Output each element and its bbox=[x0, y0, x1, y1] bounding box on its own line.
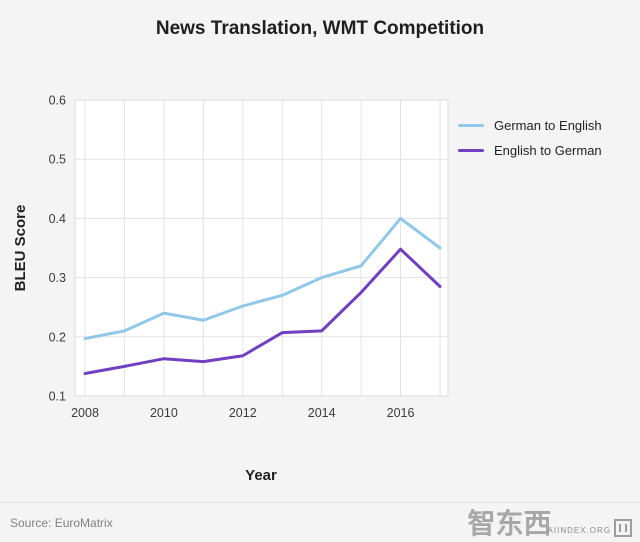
plot-border bbox=[74, 99, 449, 397]
legend-swatch-purple bbox=[458, 149, 484, 152]
watermark-site-text: AIINDEX.ORG bbox=[547, 526, 611, 535]
x-tick-label: 2010 bbox=[150, 406, 178, 420]
legend: German to English English to German bbox=[458, 118, 602, 168]
y-tick-label: 0.2 bbox=[49, 330, 66, 344]
y-tick-label: 0.5 bbox=[49, 153, 66, 167]
series-line-english-to-german bbox=[83, 247, 442, 376]
x-tick-label: 2016 bbox=[387, 406, 415, 420]
y-tick-label: 0.6 bbox=[49, 94, 66, 108]
footer-divider bbox=[0, 502, 640, 503]
watermark-logo-icon bbox=[614, 519, 632, 537]
x-tick-label: 2014 bbox=[308, 406, 336, 420]
page-title: News Translation, WMT Competition bbox=[155, 18, 485, 39]
watermark-logo-text: 智东西 bbox=[467, 508, 552, 539]
watermark: 智东西 AIINDEX.ORG bbox=[468, 510, 632, 538]
x-tick-label: 2012 bbox=[229, 406, 257, 420]
series-line-german-to-english bbox=[83, 216, 442, 341]
plot-dynamic-layer: 0.1 0.2 0.3 0.4 0.5 0.6 2008 2010 2012 2014 2016 bbox=[49, 94, 449, 420]
y-tick-label: 0.3 bbox=[49, 271, 66, 285]
y-axis-label: BLEU Score bbox=[12, 205, 29, 292]
plot-area bbox=[75, 100, 448, 396]
legend-label: German to English bbox=[494, 118, 602, 133]
legend-label: English to German bbox=[494, 143, 602, 158]
source-text: Source: EuroMatrix bbox=[10, 516, 113, 530]
x-tick-label: 2008 bbox=[71, 406, 99, 420]
y-tick-label: 0.1 bbox=[49, 390, 66, 404]
legend-item-english-to-german: English to German bbox=[458, 143, 602, 158]
legend-swatch-blue bbox=[458, 124, 484, 127]
x-axis-label: Year bbox=[245, 467, 277, 484]
y-tick-label: 0.4 bbox=[49, 212, 66, 226]
legend-item-german-to-english: German to English bbox=[458, 118, 602, 133]
